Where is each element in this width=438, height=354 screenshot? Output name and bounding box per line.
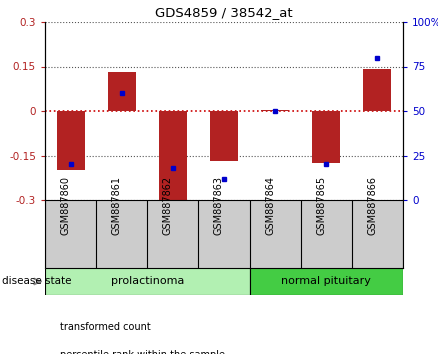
Text: GSM887865: GSM887865 — [316, 176, 326, 235]
Text: GSM887863: GSM887863 — [214, 176, 224, 235]
Text: GSM887866: GSM887866 — [367, 176, 378, 235]
Bar — [261, 110, 289, 111]
Text: GSM887864: GSM887864 — [265, 176, 275, 235]
Bar — [250, 268, 403, 295]
Text: GSM887861: GSM887861 — [112, 176, 122, 235]
Text: prolactinoma: prolactinoma — [111, 276, 184, 286]
Bar — [159, 111, 187, 201]
Bar — [45, 268, 250, 295]
Text: normal pituitary: normal pituitary — [281, 276, 371, 286]
Text: percentile rank within the sample: percentile rank within the sample — [60, 350, 225, 354]
Text: disease state: disease state — [2, 276, 72, 286]
Bar — [364, 69, 392, 111]
Title: GDS4859 / 38542_at: GDS4859 / 38542_at — [155, 6, 293, 19]
Bar — [57, 111, 85, 170]
Text: transformed count: transformed count — [60, 322, 151, 332]
Bar — [312, 111, 340, 163]
Text: GSM887862: GSM887862 — [163, 176, 173, 235]
Text: GSM887860: GSM887860 — [60, 176, 71, 235]
Bar — [210, 111, 238, 161]
Bar — [108, 73, 136, 111]
